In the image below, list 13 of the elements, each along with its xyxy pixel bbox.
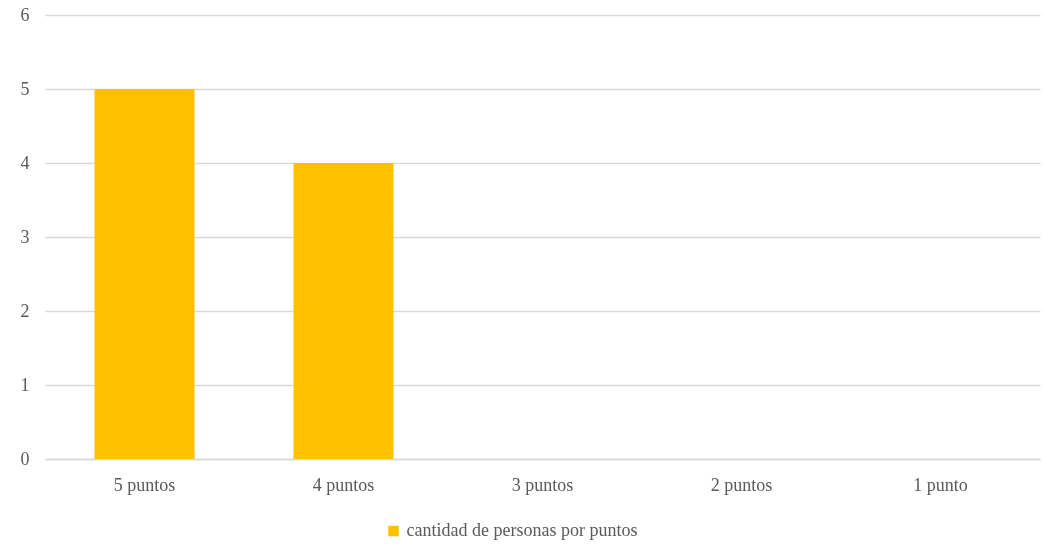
y-tick-label: 4 [20, 152, 30, 173]
x-tick-label: 5 puntos [113, 474, 176, 495]
x-tick-label: 3 puntos [511, 474, 574, 495]
y-tick-label: 5 [20, 78, 30, 99]
x-tick-label: 4 puntos [312, 474, 375, 495]
x-tick-label: 2 puntos [710, 474, 773, 495]
y-tick-label: 0 [20, 448, 30, 469]
y-tick-label: 2 [20, 300, 30, 321]
y-tick-label: 1 [20, 374, 30, 395]
y-tick-label: 6 [20, 4, 30, 25]
x-tick-label: 1 punto [913, 474, 968, 495]
legend-label: cantidad de personas por puntos [406, 520, 638, 540]
y-tick-label: 3 [20, 226, 30, 247]
